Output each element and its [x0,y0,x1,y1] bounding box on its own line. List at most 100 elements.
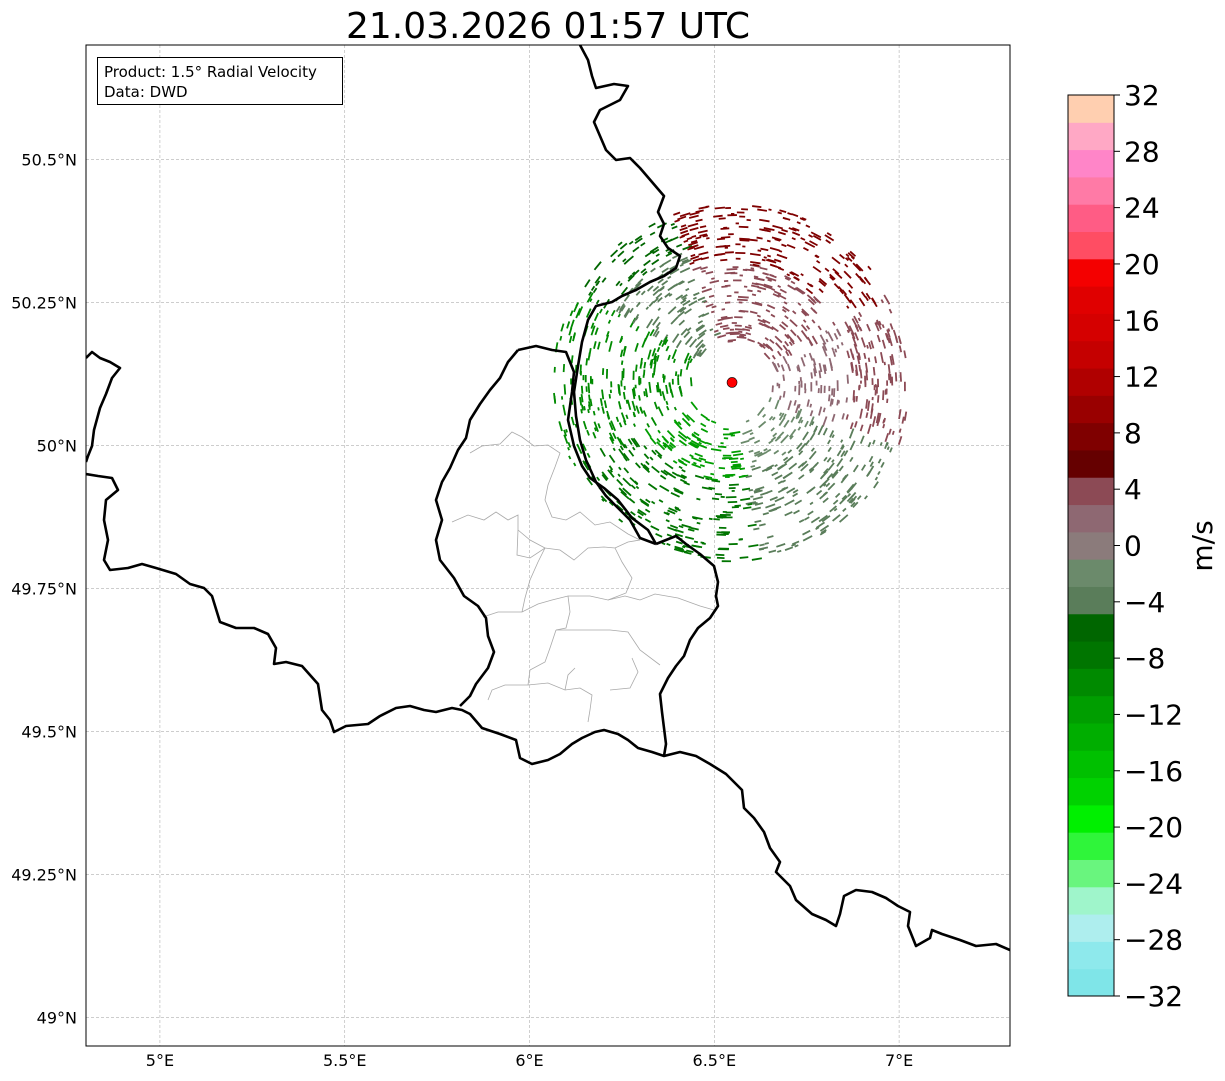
radar-echo [658,388,662,397]
radar-echo [855,364,859,376]
radar-echo [586,477,593,486]
radar-echo [618,518,624,523]
radar-echo [681,412,691,422]
radar-echo [628,240,634,245]
radar-echo [723,279,729,283]
radar-echo [639,407,643,412]
x-tick-label: 6.5°E [693,1051,737,1070]
radar-echo [759,322,770,329]
radar-echo [632,411,637,418]
radar-echo [562,363,566,373]
radar-echo [667,509,676,515]
radar-echo [769,246,780,252]
radar-echo [850,482,858,490]
radar-echo [802,431,809,441]
radar-echo [790,271,800,277]
radar-echo [624,309,631,319]
radar-echo [626,399,632,411]
radar-echo [646,318,654,329]
radar-echo [618,422,623,428]
colorbar [1068,95,1114,997]
radar-echo [680,229,689,235]
radar-echo [679,369,683,377]
radar-echo [742,245,746,248]
radar-echo [763,352,771,360]
radar-echo [685,259,692,264]
radar-echo [805,224,811,229]
radar-echo [709,279,720,284]
radar-echo [666,429,676,439]
radar-echo [792,489,799,494]
radar-echo [716,556,725,559]
radar-site-marker[interactable] [726,377,738,388]
radar-echo [808,486,816,493]
radar-echo [791,231,801,237]
radar-echo [601,471,609,480]
radar-echo [765,343,773,350]
radar-echo [618,487,628,496]
radar-echo [623,385,626,390]
radar-echo [637,508,647,516]
radar-echo [757,318,766,324]
radar-echo [612,447,616,452]
radar-echo [777,267,785,271]
radar-echo [693,292,700,297]
radar-echo [667,306,677,315]
radar-echo [774,435,782,442]
radar-echo [663,438,670,444]
radar-echo [851,318,859,329]
radar-echo [881,339,887,349]
radar-echo [853,343,859,354]
radar-echo [658,499,664,503]
radar-echo [812,265,822,273]
radar-echo [751,293,757,297]
radar-echo [698,313,705,318]
radar-echo [765,276,777,282]
radar-echo [652,326,660,337]
radar-echo [666,533,672,538]
radar-echo [678,548,685,552]
radar-echo [682,299,691,306]
radar-echo [776,259,782,263]
radar-echo [560,323,565,332]
radar-echo [687,278,696,284]
radar-echo [688,214,699,219]
radar-echo [753,450,761,455]
radar-echo [570,416,575,426]
radar-echo [669,268,680,275]
radar-echo [645,498,651,504]
radar-echo [765,309,771,313]
radar-echo [758,523,766,527]
radar-echo [643,464,650,471]
radar-echo [871,396,874,401]
radar-echo [656,346,661,353]
radar-echo [808,450,817,460]
radar-echo [823,483,827,487]
radar-echo [583,405,586,411]
radar-echo [601,498,605,502]
radar-echo [713,214,723,218]
radar-echo [589,376,592,384]
radar-echo [649,246,659,253]
radar-echo [720,258,728,262]
radar-echo [816,489,823,496]
radar-echo [734,324,742,327]
radar-echo [675,540,683,545]
radar-echo [818,370,822,379]
radar-echo [847,493,852,497]
radar-echo [676,243,683,248]
radar-echo [664,238,673,244]
radar-echo [630,511,636,516]
radar-echo [819,480,828,489]
radar-echo [798,518,805,524]
radar-echo [650,267,656,273]
radar-echo [607,469,615,478]
radar-echo [692,257,703,262]
radar-echo [754,451,763,457]
radar-echo [751,301,763,307]
radar-echo [827,482,836,491]
radar-echo [822,416,828,427]
radar-echo [588,347,592,358]
map-area[interactable] [86,45,1010,1046]
